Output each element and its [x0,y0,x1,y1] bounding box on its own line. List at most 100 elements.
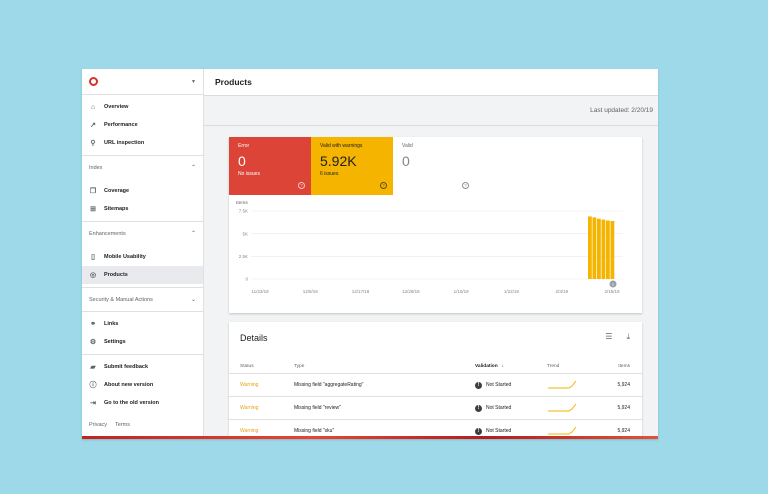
trend-sparkline-icon [547,403,577,414]
sidebar-item-overview[interactable]: ⌂ Overview [82,98,203,116]
col-trend[interactable]: Trend [547,364,560,369]
warnings-tile[interactable]: Valid with warnings 5.92K 6 issues ? [311,137,393,195]
coverage-icon: ❐ [89,188,97,195]
col-type[interactable]: Type [294,364,305,369]
property-selector[interactable]: ▼ [82,69,203,95]
help-icon[interactable]: ? [298,182,305,189]
sidebar-item-old-version[interactable]: ⇥ Go to the old version [82,394,203,412]
x-tick-label: 1/22/19 [504,289,520,294]
last-updated: Last updated: 2/20/19 [590,107,653,114]
search-icon: ⚲ [90,140,96,147]
x-tick-label: 2/3/19 [555,289,568,294]
sidebar-item-url-inspection[interactable]: ⚲ URL inspection [82,134,203,152]
property-logo-icon [89,77,98,86]
annotation-marker-label: 1 [612,282,615,287]
items-chart: Items 7.5K 5K 2.5K 0 11/23/18 12/5/18 12/17/18 1… [229,195,642,313]
home-icon: ⌂ [90,103,96,111]
row-status: Warning [240,382,259,388]
caret-down-icon[interactable]: ▼ [191,78,196,85]
error-tile[interactable]: Error 0 No issues ? [229,137,311,195]
page-header: Products [204,69,658,96]
sidebar: ▼ ⌂ Overview ↗ Performance ⚲ URL inspect… [82,69,204,436]
section-index[interactable]: Index ⌃ [82,155,203,179]
section-label: Security & Manual Actions [89,296,153,303]
table-row[interactable]: Warning Missing field "sku" ! Not Started… [229,420,642,439]
chart-bar [601,219,606,279]
section-enhancements[interactable]: Enhancements ⌃ [82,221,203,245]
sidebar-item-about-new-version[interactable]: ⓘ About new version [82,376,203,394]
col-status[interactable]: Status [240,364,254,369]
table-row[interactable]: Warning Missing field "review" ! Not Star… [229,397,642,420]
exit-icon: ⇥ [90,400,96,407]
row-items: 5,924 [617,428,630,434]
nav-enhancements: ▯ Mobile Usability ◎ Products [82,245,203,287]
nav-top: ⌂ Overview ↗ Performance ⚲ URL inspectio… [82,95,203,155]
sidebar-item-products[interactable]: ◎ Products [82,266,203,284]
row-type: Missing field "review" [294,405,341,411]
section-label: Index [89,164,103,171]
row-validation: ! Not Started [475,381,512,389]
x-tick-label: 12/29/18 [402,289,420,294]
sidebar-item-label: Performance [104,122,138,128]
x-tick-label: 11/23/18 [251,289,269,294]
details-toolbar: ☰ ⤓ [605,332,630,342]
row-type: Missing field "aggregateRating" [294,382,364,388]
privacy-link[interactable]: Privacy [89,422,108,428]
valid-tile[interactable]: Valid 0 ? [393,137,475,195]
chart-bar [597,218,601,279]
trend-sparkline-icon [547,380,577,391]
not-started-icon: ! [475,427,482,435]
table-row[interactable]: Warning Missing field "aggregateRating" … [229,374,642,397]
chart-bar [592,217,597,279]
sidebar-item-label: Go to the old version [104,400,160,406]
divider [204,125,658,126]
nav-bottom: ▰ Submit feedback ⓘ About new version ⇥ … [82,354,203,415]
bottom-strip [82,436,658,439]
row-validation-label: Not Started [486,382,512,388]
y-tick-label: 0 [245,277,248,282]
col-validation[interactable]: Validation ↓ [475,364,504,369]
sidebar-item-label: Links [104,321,119,327]
section-security[interactable]: Security & Manual Actions ⌄ [82,287,203,311]
row-validation-label: Not Started [486,428,512,434]
tile-label: Valid with warnings [320,143,363,149]
sidebar-item-label: Mobile Usability [104,254,146,260]
tile-subtext: No issues [238,171,260,177]
y-axis-label: Items [236,200,248,206]
filter-icon[interactable]: ☰ [605,332,613,341]
help-icon[interactable]: ? [462,182,469,189]
sidebar-item-links[interactable]: ⚭ Links [82,315,203,333]
nav-index: ❐ Coverage ⊞ Sitemaps [82,179,203,221]
chart-bar [610,220,615,279]
row-validation-label: Not Started [486,405,512,411]
info-icon: ⓘ [89,382,97,389]
y-tick-label: 7.5K [239,209,248,214]
y-tick-label: 5K [242,231,248,236]
sidebar-item-label: URL inspection [104,140,145,146]
sidebar-item-label: Coverage [104,188,130,194]
sidebar-item-mobile-usability[interactable]: ▯ Mobile Usability [82,248,203,266]
row-status: Warning [240,428,259,434]
chart-svg: Items 7.5K 5K 2.5K 0 11/23/18 12/5/18 12/17/18 1… [236,200,623,294]
download-icon[interactable]: ⤓ [626,332,630,341]
x-tick-label: 1/10/19 [454,289,470,294]
tile-label: Error [238,143,250,149]
sidebar-item-settings[interactable]: ⚙ Settings [82,333,203,351]
sidebar-item-submit-feedback[interactable]: ▰ Submit feedback [82,358,203,376]
sidebar-item-sitemaps[interactable]: ⊞ Sitemaps [82,200,203,218]
x-tick-label: 12/5/18 [303,289,319,294]
row-type: Missing field "sku" [294,428,335,434]
row-items: 5,924 [617,382,630,388]
tile-value: 0 [402,153,410,169]
col-items[interactable]: Items [618,364,630,369]
x-tick-label: 2/15/19 [604,289,620,294]
details-card: Details ☰ ⤓ Status Type Validation ↓ Tre… [229,322,642,439]
help-icon[interactable]: ? [380,182,387,189]
sort-arrow-icon: ↓ [501,364,505,369]
sidebar-item-performance[interactable]: ↗ Performance [82,116,203,134]
page-title: Products [215,77,252,87]
terms-link[interactable]: Terms [115,422,131,428]
sidebar-item-coverage[interactable]: ❐ Coverage [82,182,203,200]
sitemap-icon: ⊞ [90,206,96,213]
status-chart-card: Error 0 No issues ? Valid with warnings … [229,137,642,313]
